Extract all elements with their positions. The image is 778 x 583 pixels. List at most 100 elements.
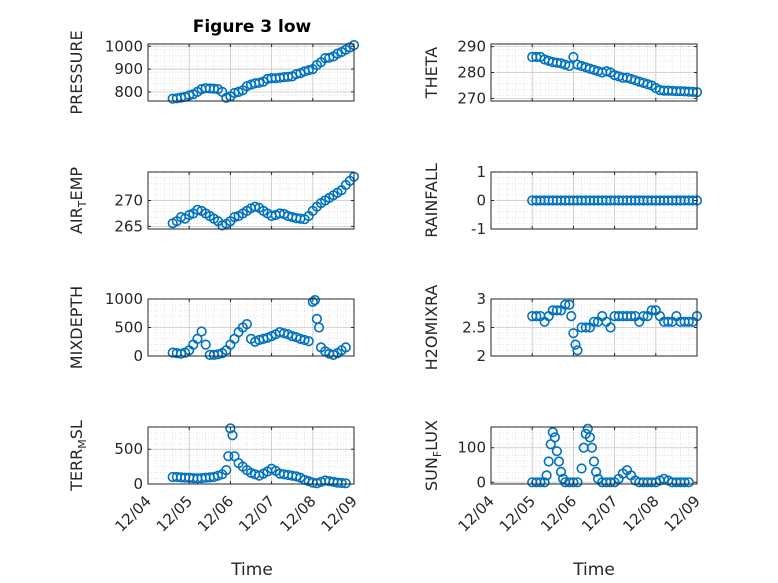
data-point (605, 322, 616, 333)
data-point (683, 477, 694, 488)
data-point (175, 348, 187, 359)
data-point (313, 322, 325, 333)
data-point (543, 456, 554, 467)
data-point (531, 311, 542, 322)
y-axis-label: MIXDEPTH (67, 286, 86, 369)
data-point (212, 470, 224, 481)
data-series (167, 423, 351, 489)
data-point (535, 477, 546, 488)
data-point (303, 65, 314, 76)
data-series (167, 39, 360, 104)
y-axis-label: H2OMIXRA (422, 285, 441, 371)
data-point (568, 477, 579, 488)
data-point (196, 326, 207, 337)
data-point (541, 470, 552, 481)
data-point (340, 478, 351, 489)
data-point (586, 442, 598, 453)
data-point (564, 299, 575, 310)
subplot-4: -1 0 1 RAINFALL (422, 163, 703, 238)
axes-box (147, 426, 355, 485)
y-axis-label: AIRTEMP (67, 167, 89, 234)
data-point (568, 328, 579, 339)
data-point (340, 342, 351, 353)
x-tick-label: 12/09 (661, 492, 704, 535)
axes-box (147, 43, 355, 102)
y-tick-label: 1000 (105, 37, 143, 55)
data-point (646, 305, 657, 316)
data-point (250, 201, 261, 212)
y-tick-label: 280 (457, 64, 486, 82)
data-point (584, 432, 596, 443)
y-tick-label: 0 (476, 192, 486, 210)
y-tick-label: 500 (114, 440, 143, 458)
subplot-1: 800 900 1000 PRESSURE (67, 30, 360, 115)
subplot-2: 270 280 290 THETA (422, 38, 703, 107)
data-point (324, 52, 335, 63)
x-tick-label: 12/06 (537, 492, 580, 535)
y-tick-label: 290 (457, 38, 486, 56)
y-tick-label: 2.5 (462, 319, 486, 337)
y-axis-label: SUNFLUX (422, 420, 444, 491)
data-point (229, 212, 240, 223)
y-tick-label: 0 (133, 475, 143, 493)
y-tick-label: 1000 (105, 290, 143, 308)
data-point (663, 316, 674, 327)
data-point (254, 77, 265, 88)
data-point (547, 427, 558, 438)
data-point (555, 466, 567, 478)
y-tick-label: 265 (114, 217, 143, 235)
data-point (227, 430, 238, 441)
y-tick-label: 500 (114, 319, 143, 337)
data-series (167, 295, 351, 361)
x-tick-label: 12/09 (318, 492, 361, 535)
data-series (527, 195, 703, 206)
data-point (303, 336, 314, 347)
y-tick-label: 0 (476, 473, 486, 491)
y-tick-label: -1 (471, 220, 486, 238)
data-series (527, 423, 694, 488)
y-tick-label: 900 (114, 60, 143, 78)
x-axis-label-right: Time (572, 560, 615, 580)
y-axis-label: TERRMSL (67, 420, 89, 492)
y-tick-label: 270 (114, 192, 143, 210)
data-point (223, 451, 234, 462)
data-point (212, 349, 224, 360)
data-point (551, 305, 563, 316)
data-point (570, 339, 581, 350)
y-axis-label: THETA (422, 47, 441, 99)
subplot-5: 0 500 1000 MIXDEPTH (67, 286, 355, 369)
data-point (588, 456, 600, 467)
data-point (590, 466, 602, 478)
data-point (638, 311, 649, 322)
axes-box (490, 426, 698, 485)
data-point (241, 319, 252, 330)
data-point (200, 339, 211, 350)
y-tick-label: 1 (476, 163, 486, 181)
data-point (539, 477, 550, 488)
data-point (568, 51, 579, 63)
data-point (225, 423, 236, 434)
y-tick-label: 100 (457, 439, 486, 457)
x-tick-label: 12/05 (496, 492, 539, 535)
data-point (192, 204, 203, 215)
data-series (527, 299, 703, 356)
y-tick-label: 3 (476, 290, 486, 308)
x-tick-label: 12/08 (276, 492, 319, 535)
subplot-3: 265 270 AIRTEMP (67, 167, 360, 235)
figure-title: Figure 3 low (193, 17, 312, 37)
y-axis-label: RAINFALL (422, 163, 441, 238)
data-point (208, 83, 219, 94)
data-point (572, 345, 583, 356)
data-point (560, 299, 571, 310)
y-tick-label: 0 (133, 347, 143, 365)
data-point (625, 311, 637, 322)
y-axis-label: PRESSURE (67, 30, 86, 114)
x-tick-label: 12/07 (578, 492, 621, 535)
data-point (221, 465, 232, 476)
x-tick-label: 12/08 (619, 492, 662, 535)
data-point (588, 316, 600, 327)
data-point (576, 463, 587, 474)
